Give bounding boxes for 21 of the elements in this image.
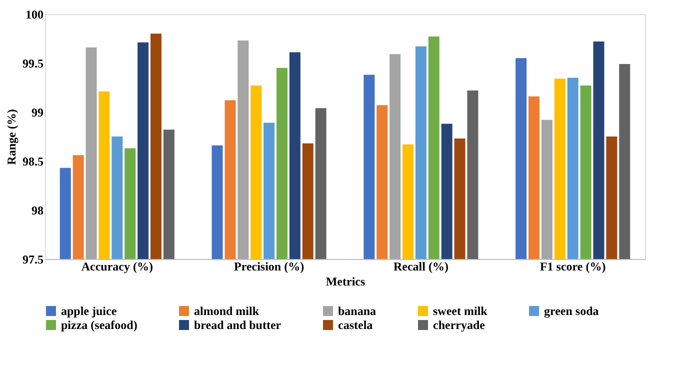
legend-label: bread and butter (194, 318, 282, 332)
legend-label: green soda (544, 304, 599, 318)
y-tick-label: 97.5 (22, 252, 44, 266)
y-tick-label: 98.5 (22, 154, 44, 168)
legend-label: pizza (seafood) (61, 318, 138, 332)
legend-label: sweet milk (433, 304, 488, 318)
x-tick-label: Precision (%) (234, 260, 304, 274)
x-axis-title: Metrics (326, 274, 366, 288)
legend-label: cherryade (433, 318, 486, 332)
legend-label: castela (338, 318, 373, 332)
y-tick-label: 98 (32, 204, 44, 218)
legend-label: apple juice (61, 304, 118, 318)
y-tick-label: 99.5 (22, 56, 44, 70)
x-tick-label: F1 score (%) (540, 260, 606, 274)
legend-label: banana (338, 304, 376, 318)
y-tick-label: 100 (26, 8, 44, 22)
y-axis-title: Range (%) (4, 109, 18, 165)
x-tick-label: Recall (%) (393, 260, 448, 274)
x-tick-label: Accuracy (%) (81, 260, 153, 274)
y-tick-label: 99 (32, 106, 44, 120)
legend-label: almond milk (194, 304, 260, 318)
